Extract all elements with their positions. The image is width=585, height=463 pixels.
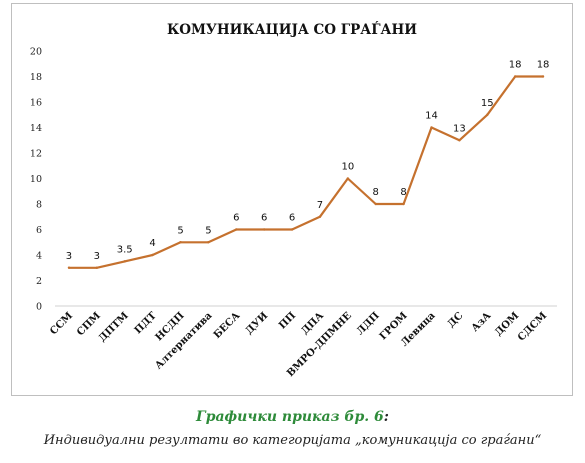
data-label: 5 [205,225,211,236]
data-label: 13 [453,123,466,134]
data-point [290,228,294,231]
data-label: 18 [509,60,522,71]
data-label: 6 [289,213,295,224]
y-tick-label: 20 [30,47,42,58]
data-label: 14 [425,111,438,122]
x-tick-label: ДУИ [244,310,270,336]
data-point [207,241,210,244]
data-point [402,202,405,206]
data-point [67,266,71,269]
data-label: 3 [94,251,100,262]
data-point [123,260,126,263]
y-tick-label: 8 [36,200,42,211]
data-point [486,113,489,116]
figure-caption-title: Графички приказ бр. 6: [0,409,585,425]
data-point [513,75,517,78]
data-label: 6 [233,213,239,224]
data-point [374,202,377,206]
data-label: 4 [149,238,155,249]
data-point [541,75,545,78]
x-tick-label: БЕСА [212,310,243,341]
data-label: 5 [177,225,183,236]
caption-title-suffix: : [383,409,389,425]
y-tick-label: 10 [30,174,42,185]
data-label: 6 [261,213,267,224]
data-point [346,177,350,180]
data-point [235,228,238,231]
y-tick-label: 18 [30,72,42,83]
data-point [179,241,182,244]
chart-title: КОМУНИКАЦИЈА СО ГРАЃАНИ [167,22,417,38]
data-label: 7 [317,200,323,211]
data-point [95,266,99,269]
caption-title-text: Графички приказ бр. 6 [196,409,384,425]
data-label: 8 [400,187,406,198]
y-tick-label: 16 [30,98,42,109]
data-point [458,139,461,142]
data-point [430,126,433,129]
data-point [151,253,154,257]
data-label: 10 [341,162,354,173]
data-label: 8 [373,187,379,198]
line-chart: КОМУНИКАЦИЈА СО ГРАЃАНИ 0 2 4 6 8 10 12 14 16 18 2… [30,22,557,379]
data-label: 18 [537,60,550,71]
y-tick-label: 14 [30,123,42,134]
y-axis: 0 2 4 6 8 10 12 14 16 18 20 [30,47,42,313]
data-point [318,215,322,218]
y-tick-label: 6 [36,225,42,236]
x-tick-label: СДСМ [516,310,549,343]
chart-frame: КОМУНИКАЦИЈА СО ГРАЃАНИ 0 2 4 6 8 10 12 14 16 18 2… [11,3,573,396]
series-polyline [68,75,544,269]
x-tick-label: ПДТ [133,310,159,336]
x-tick-label: ССМ [48,310,75,337]
x-tick-label: ДС [446,310,466,330]
figure-caption-subtitle: Индивидуални резултати во категоријата „… [43,433,542,448]
y-tick-label: 0 [36,302,42,313]
series-line [67,75,545,269]
x-tick-label: ДПТМ [97,310,131,344]
data-label: 3 [66,251,72,262]
x-tick-label: ПП [277,310,298,331]
data-labels: 3 3 3.5 4 5 5 6 6 6 7 10 8 8 14 13 15 18 18 [66,60,550,262]
data-label: 3.5 [117,244,133,255]
data-point [262,228,266,231]
y-tick-label: 4 [36,251,42,262]
y-tick-label: 2 [36,276,42,287]
y-tick-label: 12 [30,149,42,160]
data-label: 15 [481,98,494,109]
x-tick-label: АзА [470,310,494,334]
